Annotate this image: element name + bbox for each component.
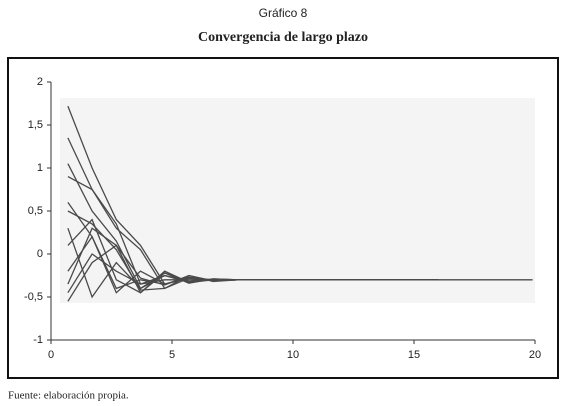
plot-background [60, 98, 535, 303]
y-tick-label: 1 [37, 162, 43, 174]
y-tick-label: -1 [33, 334, 43, 346]
chart-caption: Gráfico 8 [259, 6, 308, 20]
frame [7, 57, 559, 379]
x-tick-label: 5 [169, 349, 175, 361]
y-tick-label: 0 [37, 248, 43, 260]
x-tick-label: 15 [408, 349, 420, 361]
y-tick-label: -0,5 [24, 291, 43, 303]
x-tick-label: 0 [48, 349, 54, 361]
chart-title: Convergencia de largo plazo [198, 30, 368, 45]
x-tick-label: 20 [529, 349, 541, 361]
y-tick-label: 1,5 [28, 119, 43, 131]
y-tick-label: 2 [37, 76, 43, 88]
series-line [67, 227, 439, 286]
source: Fuente: elaboración propia. [8, 390, 129, 402]
y-tick-label: 0,5 [28, 205, 43, 217]
x-tick-label: 10 [287, 349, 299, 361]
